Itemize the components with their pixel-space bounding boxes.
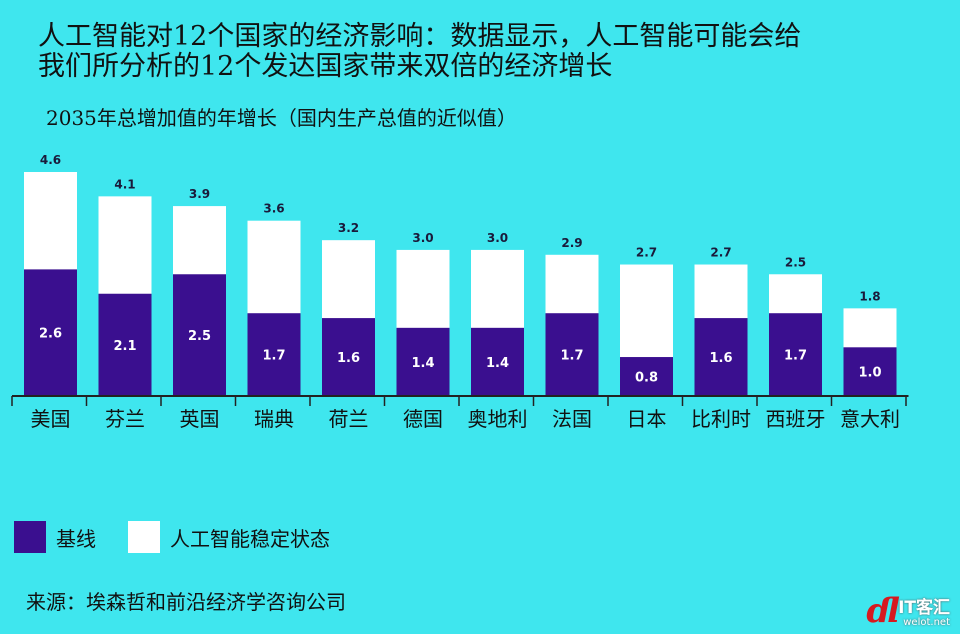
category-label-6: 奥地利 [468,407,528,431]
baseline-value-label-0: 2.6 [39,327,62,342]
total-value-label-8: 2.7 [636,246,657,260]
legend-swatch-baseline [14,521,46,553]
legend-label-ai: 人工智能稳定状态 [170,526,330,551]
total-value-label-11: 1.8 [859,289,880,303]
total-value-label-7: 2.9 [561,236,582,250]
legend-item-ai: 人工智能稳定状态 [128,521,330,553]
baseline-value-label-9: 1.6 [709,351,732,366]
watermark-url: welot.net [903,617,950,628]
category-label-10: 西班牙 [766,407,826,431]
bar-baseline-1 [98,293,152,396]
watermark: ɗl IT客汇 welot.net [866,594,950,628]
category-label-11: 意大利 [840,407,900,431]
category-label-3: 瑞典 [254,407,294,431]
category-label-1: 芬兰 [105,407,145,431]
total-value-label-9: 2.7 [710,246,731,260]
category-label-2: 英国 [180,407,220,431]
total-value-label-5: 3.0 [412,231,433,245]
bar-baseline-6 [471,327,524,396]
baseline-value-label-1: 2.1 [113,339,136,354]
bar-baseline-9 [694,318,748,396]
category-label-4: 荷兰 [329,407,369,431]
baseline-value-label-11: 1.0 [858,366,881,381]
bar-baseline-2 [173,274,226,396]
legend-item-baseline: 基线 [14,521,96,553]
baseline-value-label-4: 1.6 [337,351,360,366]
watermark-text: IT客汇 welot.net [898,599,950,628]
title-line-2: 我们所分析的12个发达国家带来双倍的经济增长 [38,51,613,82]
bar-baseline-11 [843,347,897,396]
bar-baseline-4 [322,318,375,396]
source-note: 来源：埃森哲和前沿经济学咨询公司 [26,590,346,614]
bar-baseline-10 [769,313,822,396]
bar-baseline-0 [24,269,77,396]
baseline-value-label-2: 2.5 [188,329,211,344]
category-label-7: 法国 [552,407,592,431]
bar-baseline-7 [545,313,599,396]
legend-label-baseline: 基线 [56,526,96,551]
title-line-1: 人工智能对12个国家的经济影响：数据显示，人工智能可能会给 [38,21,802,52]
legend: 基线 人工智能稳定状态 [14,521,362,553]
bar-baseline-3 [247,313,301,396]
total-value-label-2: 3.9 [189,187,210,201]
total-value-label-3: 3.6 [263,202,284,216]
total-value-label-0: 4.6 [40,153,61,167]
category-label-9: 比利时 [691,407,751,431]
category-label-8: 日本 [627,407,667,431]
legend-swatch-ai [128,521,160,553]
bar-baseline-5 [396,327,450,396]
category-label-0: 美国 [31,407,71,431]
watermark-name: IT客汇 [898,598,950,618]
baseline-value-label-7: 1.7 [560,349,583,364]
total-value-label-1: 4.1 [114,177,135,191]
baseline-value-label-8: 0.8 [635,371,658,386]
total-value-label-6: 3.0 [487,231,508,245]
total-value-label-4: 3.2 [338,221,359,235]
baseline-value-label-5: 1.4 [411,356,434,371]
baseline-value-label-10: 1.7 [784,349,807,364]
stacked-bar-chart: 4.6 2.6 美国 4.1 2.1 芬兰 3.9 2.5 英国 3.6 1.7 瑞典 3.2 1.6 荷兰… [11,153,909,431]
chart-subtitle: 2035年总增加值的年增长（国内生产总值的近似值） [46,106,517,130]
baseline-value-label-3: 1.7 [262,349,285,364]
bar-baseline-8 [620,357,673,396]
baseline-value-label-6: 1.4 [486,356,509,371]
category-label-5: 德国 [403,407,443,431]
total-value-label-10: 2.5 [785,255,806,269]
chart-title: 人工智能对12个国家的经济影响：数据显示，人工智能可能会给 我们所分析的12个发… [38,22,938,82]
watermark-logo-icon: ɗl [866,591,900,631]
